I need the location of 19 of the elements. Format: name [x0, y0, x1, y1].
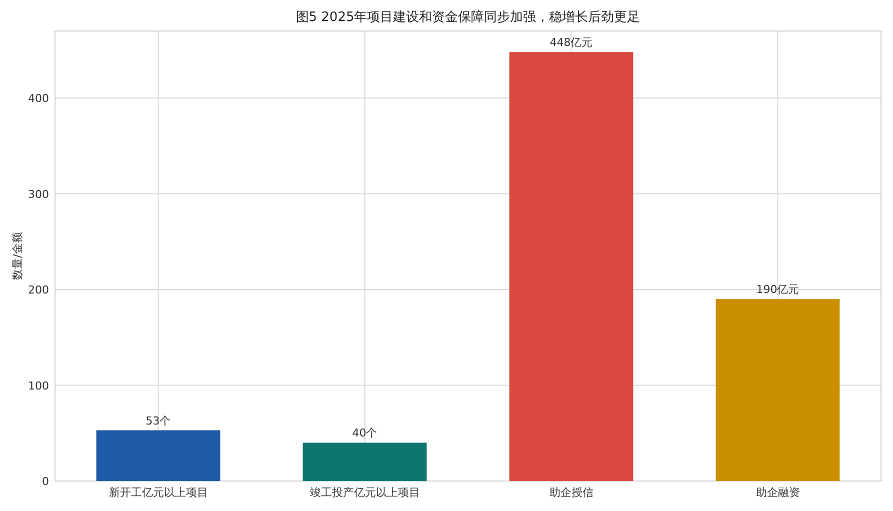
y-tick-label: 400	[28, 92, 49, 106]
chart-title: 图5 2025年项目建设和资金保障同步加强，稳增长后劲更足	[296, 10, 640, 25]
data-label: 190亿元	[756, 283, 800, 296]
y-axis-title: 数量/金额	[11, 232, 24, 280]
bar	[716, 299, 840, 481]
y-tick-label: 0	[42, 475, 49, 488]
y-tick-label: 200	[28, 284, 49, 297]
data-label: 40个	[352, 426, 378, 440]
y-tick-label: 100	[28, 379, 49, 392]
x-tick-label: 新开工亿元以上项目	[108, 486, 208, 499]
bar	[96, 430, 220, 481]
x-tick-label: 助企融资	[756, 486, 800, 499]
bar	[509, 52, 634, 481]
x-tick-label: 竣工投产亿元以上项目	[310, 486, 420, 499]
data-label: 53个	[146, 414, 171, 428]
data-label: 448亿元	[550, 36, 593, 50]
x-tick-label: 助企授信	[549, 486, 594, 499]
bar	[302, 442, 427, 481]
y-tick-label: 300	[28, 188, 49, 201]
